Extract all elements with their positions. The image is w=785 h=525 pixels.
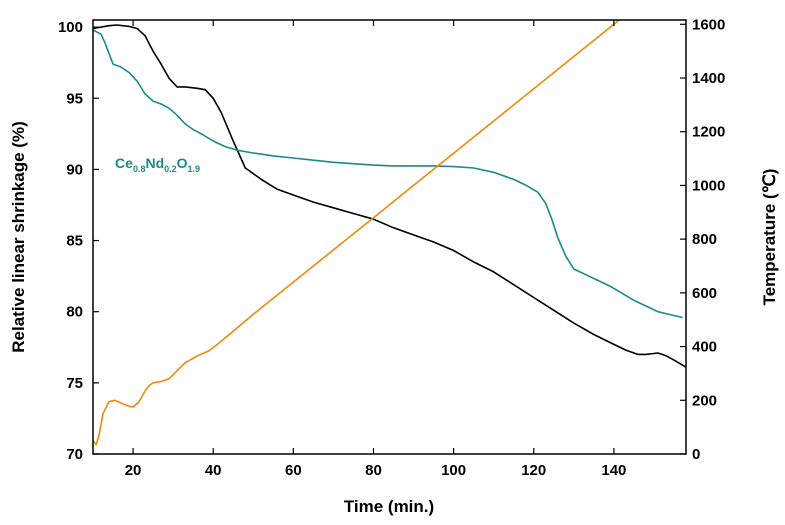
y-left-tick-label: 80: [66, 304, 83, 321]
annotation-subscript: 1.9: [188, 164, 201, 174]
x-tick-label: 80: [365, 462, 382, 479]
annotation-subscript: 1.925: [171, 0, 194, 2]
y-right-tick-label: 1400: [692, 70, 725, 87]
annotation-ce: Ce0.8Nd0.2O1.9: [115, 155, 200, 174]
y-right-tick-label: 1000: [692, 177, 725, 194]
y-right-tick-label: 800: [692, 231, 717, 248]
x-tick-label: 100: [441, 462, 466, 479]
x-tick-label: 20: [125, 462, 142, 479]
y-right-tick-label: 0: [692, 446, 700, 463]
annotation-subscript: 0.8: [133, 164, 146, 174]
x-tick-label: 140: [601, 462, 626, 479]
annotation-text: O: [177, 155, 188, 171]
y-left-tick-label: 75: [66, 375, 83, 392]
series-line-temp: [93, 20, 621, 446]
x-tick-label: 40: [205, 462, 222, 479]
annotation-subscript: 0.2: [164, 164, 177, 174]
series-line-ce: [93, 29, 683, 319]
series-layer: [93, 20, 686, 446]
annotation-subscript: 0.15: [143, 0, 161, 2]
y-right-tick-label: 600: [692, 285, 717, 302]
x-tick-label: 60: [285, 462, 302, 479]
y-axis-title-left: Relative linear shrinkage (%): [9, 121, 28, 352]
annotation-text: Ce: [115, 155, 133, 171]
y-right-tick-label: 200: [692, 392, 717, 409]
y-right-tick-label: 400: [692, 339, 717, 356]
y-right-tick-label: 1200: [692, 124, 725, 141]
y-left-tick-label: 85: [66, 233, 83, 250]
ticks-layer: 20 40 60 80 100 120 14070758085909510002004006…: [58, 16, 725, 479]
plot-frame: [92, 19, 687, 455]
annotation-th: Th0.85Y0.15O1.925: [99, 0, 194, 2]
annotations-layer: Th0.85Y0.15O1.925 Ce0.8Nd0.2O1.9: [99, 0, 200, 174]
x-tick-label: 120: [521, 462, 546, 479]
y-left-tick-label: 70: [66, 446, 83, 463]
x-axis-title: Time (min.): [344, 497, 434, 516]
y-axis-title-right: Temperature (℃): [760, 169, 779, 306]
y-left-tick-label: 100: [58, 19, 83, 36]
y-right-tick-label: 1600: [692, 16, 725, 33]
annotation-subscript: 0.85: [116, 0, 134, 2]
annotation-text: Nd: [145, 155, 164, 171]
y-left-tick-label: 95: [66, 90, 83, 107]
y-left-tick-label: 90: [66, 161, 83, 178]
series-line-th: [93, 24, 686, 369]
